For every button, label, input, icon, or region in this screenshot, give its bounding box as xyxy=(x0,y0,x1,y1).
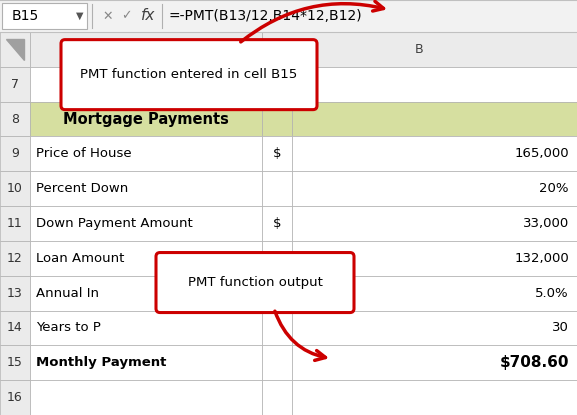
Text: B15: B15 xyxy=(12,9,39,23)
Text: $: $ xyxy=(273,147,281,160)
Text: 8: 8 xyxy=(11,112,19,126)
Bar xyxy=(262,171,292,206)
Text: 13: 13 xyxy=(7,287,23,300)
Bar xyxy=(0,171,30,206)
Bar xyxy=(292,102,577,137)
Bar xyxy=(30,345,262,380)
Text: Annual In: Annual In xyxy=(36,287,99,300)
Bar xyxy=(292,310,577,345)
Text: Price of House: Price of House xyxy=(36,147,132,160)
Text: Loan Amount: Loan Amount xyxy=(36,252,125,265)
Text: $708.60: $708.60 xyxy=(500,355,569,370)
Bar xyxy=(30,241,262,276)
Bar xyxy=(0,0,577,32)
Text: 16: 16 xyxy=(7,391,23,404)
Bar xyxy=(292,380,577,415)
Bar xyxy=(292,276,577,310)
Bar xyxy=(30,380,262,415)
Text: 20%: 20% xyxy=(539,182,569,195)
Text: Mortgage Payments: Mortgage Payments xyxy=(63,112,229,127)
Text: 132,000: 132,000 xyxy=(514,252,569,265)
Text: PMT function output: PMT function output xyxy=(188,276,323,289)
Text: 165,000: 165,000 xyxy=(514,147,569,160)
Bar xyxy=(292,241,577,276)
Bar xyxy=(30,32,262,67)
Text: =-PMT(B13/12,B14*12,B12): =-PMT(B13/12,B14*12,B12) xyxy=(168,9,362,23)
Bar xyxy=(292,171,577,206)
Bar xyxy=(262,276,292,310)
Bar xyxy=(30,276,262,310)
Text: 33,000: 33,000 xyxy=(523,217,569,230)
Bar xyxy=(262,102,292,137)
Bar xyxy=(262,380,292,415)
Text: 14: 14 xyxy=(7,322,23,334)
Bar xyxy=(0,310,30,345)
Bar xyxy=(0,206,30,241)
Bar xyxy=(30,137,262,171)
Bar xyxy=(262,137,292,171)
Bar xyxy=(0,241,30,276)
Bar xyxy=(262,310,292,345)
Text: Down Payment Amount: Down Payment Amount xyxy=(36,217,193,230)
Text: ✓: ✓ xyxy=(121,10,131,22)
Text: 7: 7 xyxy=(11,78,19,91)
Text: Years to P: Years to P xyxy=(36,322,101,334)
Text: 30: 30 xyxy=(552,322,569,334)
Text: 11: 11 xyxy=(7,217,23,230)
Bar xyxy=(292,67,577,102)
Text: fx: fx xyxy=(141,8,155,24)
FancyBboxPatch shape xyxy=(156,253,354,312)
Text: 10: 10 xyxy=(7,182,23,195)
Bar xyxy=(30,171,262,206)
Text: $: $ xyxy=(273,217,281,230)
Text: A: A xyxy=(142,43,150,56)
Text: ✕: ✕ xyxy=(103,10,113,22)
Bar xyxy=(30,206,262,241)
Bar xyxy=(0,276,30,310)
Bar xyxy=(292,206,577,241)
Bar xyxy=(0,32,30,67)
Bar xyxy=(262,67,292,102)
Bar xyxy=(0,137,30,171)
Polygon shape xyxy=(6,39,24,60)
Bar xyxy=(262,32,577,67)
Bar xyxy=(0,345,30,380)
Bar xyxy=(30,67,262,102)
FancyBboxPatch shape xyxy=(61,40,317,110)
Bar xyxy=(0,102,30,137)
Text: 9: 9 xyxy=(11,147,19,160)
Text: 5.0%: 5.0% xyxy=(535,287,569,300)
Text: $: $ xyxy=(273,252,281,265)
Bar xyxy=(292,345,577,380)
Bar xyxy=(262,206,292,241)
Bar xyxy=(262,345,292,380)
Bar xyxy=(0,67,30,102)
Text: Percent Down: Percent Down xyxy=(36,182,128,195)
Bar xyxy=(0,380,30,415)
Text: B: B xyxy=(415,43,424,56)
Text: Monthly Payment: Monthly Payment xyxy=(36,356,166,369)
Text: ▼: ▼ xyxy=(76,11,84,21)
Bar xyxy=(292,137,577,171)
Text: 15: 15 xyxy=(7,356,23,369)
Bar xyxy=(2,3,87,29)
Bar xyxy=(30,102,262,137)
Bar xyxy=(30,310,262,345)
Text: 12: 12 xyxy=(7,252,23,265)
Bar xyxy=(262,241,292,276)
Text: PMT function entered in cell B15: PMT function entered in cell B15 xyxy=(80,68,298,81)
